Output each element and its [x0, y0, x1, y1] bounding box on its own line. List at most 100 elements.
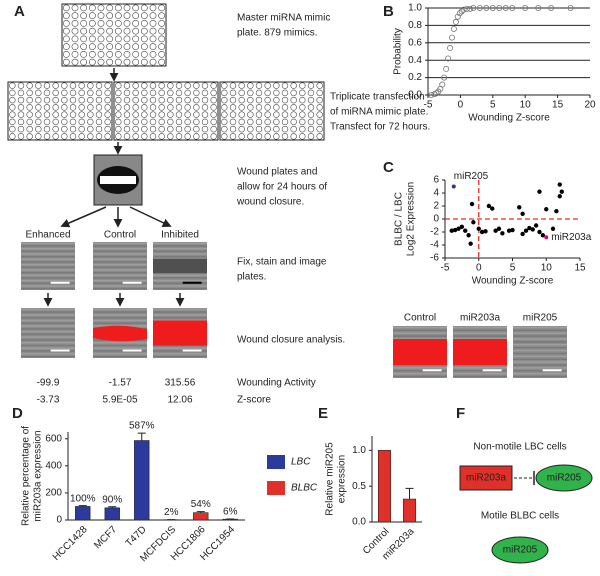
point	[489, 5, 496, 11]
well	[88, 27, 96, 35]
well	[255, 96, 263, 104]
well	[193, 118, 200, 126]
annotation: miR203a	[551, 232, 591, 243]
well	[132, 104, 139, 111]
well	[167, 89, 174, 97]
point	[447, 45, 454, 52]
transfection-plate	[7, 81, 113, 141]
y-tick-label: 0	[433, 214, 439, 225]
well	[281, 125, 289, 133]
well	[9, 82, 16, 89]
well	[104, 104, 111, 111]
wound-gap	[153, 258, 207, 274]
well	[149, 50, 157, 58]
well	[69, 96, 77, 104]
well	[26, 111, 33, 118]
well	[52, 96, 59, 104]
point	[458, 8, 465, 15]
well	[35, 104, 42, 111]
target-label: miR205	[503, 545, 538, 556]
well	[88, 50, 96, 58]
well	[238, 125, 245, 133]
well	[210, 82, 217, 89]
y-tick-label: 0.2	[408, 72, 422, 83]
well	[210, 133, 217, 140]
well	[123, 111, 131, 118]
well	[281, 96, 289, 104]
well	[123, 125, 131, 133]
well	[158, 133, 165, 140]
well	[62, 58, 70, 66]
well	[316, 96, 323, 104]
x-tick-label: -5	[424, 100, 433, 111]
point	[522, 5, 529, 11]
y-tick-label: 6	[433, 175, 439, 186]
well	[264, 96, 271, 104]
well	[80, 50, 88, 58]
well	[193, 82, 200, 89]
well	[141, 118, 148, 126]
well	[69, 118, 77, 126]
condition-label: Inhibited	[161, 230, 199, 241]
well	[69, 111, 77, 118]
well	[175, 104, 183, 111]
well	[255, 125, 263, 133]
step-text: Wound plates and	[237, 167, 317, 178]
well	[87, 89, 94, 97]
well	[123, 133, 131, 140]
well	[140, 12, 148, 20]
well	[87, 133, 94, 140]
point	[439, 81, 446, 88]
well	[95, 133, 103, 140]
wound-red	[153, 320, 207, 346]
well	[193, 111, 200, 118]
well	[97, 50, 105, 58]
well	[299, 125, 306, 133]
y-tick-label: 600	[45, 433, 62, 444]
well	[62, 4, 70, 12]
well	[132, 35, 140, 43]
well	[158, 118, 165, 126]
well	[167, 96, 174, 104]
well	[307, 82, 315, 89]
well	[167, 125, 174, 133]
y-tick-label: 0.6	[408, 37, 422, 48]
well	[26, 133, 33, 140]
point	[557, 182, 562, 187]
well	[78, 89, 85, 97]
step-text: wound closure.	[236, 197, 304, 208]
panel-label: F	[456, 405, 465, 422]
well	[299, 111, 306, 118]
well	[273, 133, 280, 140]
well	[26, 125, 33, 133]
well	[140, 27, 148, 35]
well	[26, 89, 33, 97]
well	[80, 12, 88, 20]
well	[184, 104, 191, 111]
z-score: -3.73	[37, 395, 60, 406]
z-score: 5.9E-05	[102, 395, 137, 406]
well	[238, 89, 245, 97]
well	[123, 58, 131, 66]
well	[140, 19, 148, 27]
well	[247, 89, 254, 97]
well	[281, 111, 289, 118]
well	[78, 82, 85, 89]
well	[61, 96, 68, 104]
point	[496, 226, 502, 231]
well	[299, 104, 306, 111]
y-tick-label: 0	[56, 515, 62, 526]
point	[490, 206, 495, 211]
well	[158, 96, 165, 104]
well	[307, 104, 315, 111]
well	[97, 27, 105, 35]
well	[114, 58, 122, 66]
well	[238, 96, 245, 104]
well	[229, 125, 237, 133]
point	[502, 5, 509, 11]
point	[454, 13, 461, 20]
inhibitor-label: miR203a	[466, 473, 506, 484]
well	[35, 89, 42, 97]
value-label: 54%	[191, 499, 211, 510]
well	[290, 118, 297, 126]
